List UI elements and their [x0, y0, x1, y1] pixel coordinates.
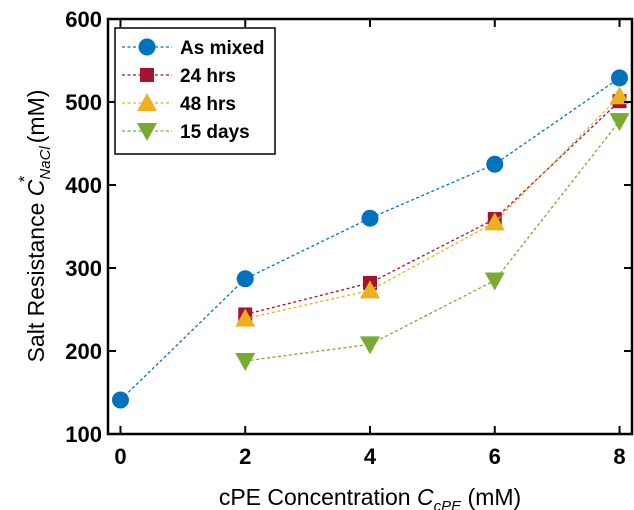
y-tick-label: 600 [65, 7, 102, 32]
series-line-15-days [245, 120, 621, 362]
legend-label-as-mixed: As mixed [180, 38, 264, 59]
data-point-48-hrs [484, 212, 505, 231]
y-tick-label: 300 [65, 256, 102, 281]
data-point-15-days [360, 336, 380, 355]
series-line-48-hrs [245, 95, 620, 320]
legend-label-24-hrs: 24 hrs [180, 66, 236, 87]
x-tick-label: 2 [239, 444, 251, 469]
y-axis-title: Salt Resistance CNaCl* (mM) [15, 90, 54, 363]
x-tick-label: 6 [489, 444, 501, 469]
legend-label-15-days: 15 days [180, 122, 250, 143]
y-tick-label: 200 [65, 339, 102, 364]
legend-marker-24-hrs [140, 68, 154, 82]
data-point-15-days [609, 113, 630, 132]
legend-label-48-hrs: 48 hrs [180, 94, 236, 115]
legend-marker-15-days [137, 123, 157, 141]
y-tick-label: 400 [65, 173, 102, 198]
data-point-15-days [235, 352, 256, 371]
data-point-as-mixed [486, 155, 504, 173]
x-tick-label: 8 [613, 444, 625, 469]
x-axis-title: cPE Concentration CcPE (mM) [219, 484, 521, 510]
data-point-48-hrs [609, 86, 630, 105]
series-layer [111, 69, 630, 409]
series-line-24-hrs [245, 100, 620, 316]
y-tick-label: 100 [65, 422, 102, 447]
data-point-48-hrs [360, 280, 380, 299]
data-point-as-mixed [361, 209, 379, 227]
series-line-as-mixed [120, 77, 620, 401]
data-point-48-hrs [235, 308, 256, 327]
ticks-layer: 0 2 4 6 8 100 200 300 400 500 600 [65, 7, 632, 469]
legend-marker-as-mixed [138, 38, 156, 56]
data-point-as-mixed [111, 391, 129, 409]
legend: As mixed 24 hrs 48 hrs 15 days [114, 27, 276, 155]
data-point-15-days [484, 272, 505, 291]
x-tick-label: 4 [364, 444, 377, 469]
data-point-as-mixed [236, 270, 254, 288]
data-point-as-mixed [611, 69, 629, 87]
y-tick-label: 500 [65, 90, 102, 115]
legend-marker-48-hrs [137, 93, 157, 111]
x-tick-label: 0 [114, 444, 126, 469]
